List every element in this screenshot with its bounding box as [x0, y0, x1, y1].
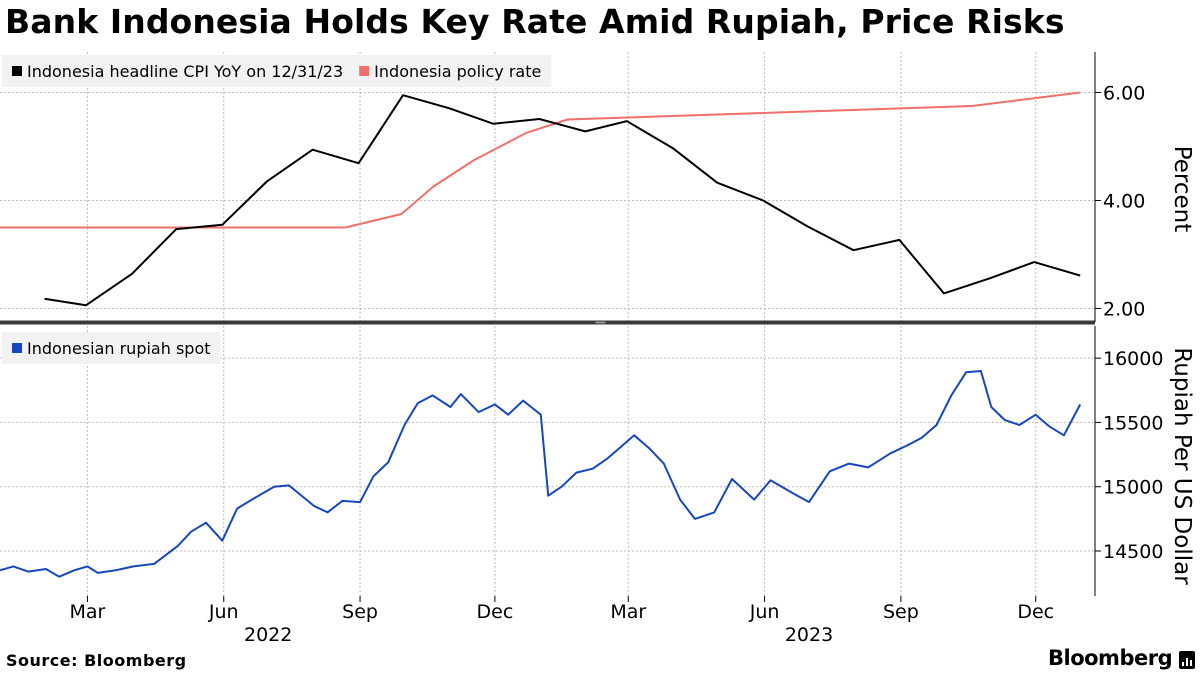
- x-year-label: 2022: [244, 624, 292, 646]
- legend-swatch: [12, 343, 22, 353]
- y-tick-label-top: 2.00: [1103, 299, 1145, 321]
- legends: Indonesia headline CPI YoY on 12/31/23 In…: [2, 55, 552, 364]
- x-tick-label: Sep: [883, 601, 919, 623]
- legend-label: Indonesian rupiah spot: [27, 339, 211, 358]
- x-tick-label: Sep: [342, 601, 378, 623]
- y-axis-title-bottom: Rupiah Per US Dollar: [1169, 347, 1195, 585]
- y-tick-label-top: 6.00: [1103, 83, 1145, 105]
- y-tick-label-bottom: 14500: [1103, 541, 1163, 563]
- panel-divider: [0, 320, 1095, 325]
- chart-title: Bank Indonesia Holds Key Rate Amid Rupia…: [5, 2, 1065, 41]
- x-tick-label: Dec: [477, 601, 514, 623]
- policy-rate-line: [0, 91, 1081, 229]
- rupiah-line: [0, 370, 1082, 578]
- legend-swatch: [12, 66, 22, 76]
- cpi-line: [44, 94, 1081, 307]
- gridlines: [0, 52, 1095, 596]
- legend: Indonesian rupiah spot: [2, 332, 221, 364]
- bloomberg-logo: Bloomberg: [1048, 646, 1173, 670]
- legend-background: [2, 55, 552, 87]
- bloomberg-terminal-icon: [1179, 651, 1195, 669]
- legend-label: Indonesia headline CPI YoY on 12/31/23: [27, 62, 343, 81]
- y-tick-label-bottom: 15000: [1103, 477, 1163, 499]
- divider-handle[interactable]: [595, 321, 606, 324]
- x-tick-label: Dec: [1017, 601, 1054, 623]
- y-tick-label-bottom: 15500: [1103, 412, 1163, 434]
- legend: Indonesia headline CPI YoY on 12/31/23 In…: [2, 55, 552, 87]
- y-tick-label-bottom: 16000: [1103, 348, 1163, 370]
- x-tick-label: Jun: [749, 601, 780, 623]
- legend-swatch: [359, 66, 370, 76]
- legend-background: [2, 332, 221, 364]
- series-lines: [0, 91, 1082, 578]
- y-axis-title-top: Percent: [1169, 146, 1195, 233]
- x-tick-label: Mar: [610, 601, 646, 623]
- axes: 2.00 4.00 6.00 14500 15000 15500 16000 Percent R…: [0, 52, 1195, 646]
- legend-label: Indonesia policy rate: [374, 62, 541, 81]
- x-tick-label: Jun: [208, 601, 239, 623]
- source-note: Source: Bloomberg: [6, 651, 187, 670]
- y-tick-label-top: 4.00: [1103, 191, 1145, 213]
- x-tick-label: Mar: [69, 601, 105, 623]
- x-year-label: 2023: [785, 624, 833, 646]
